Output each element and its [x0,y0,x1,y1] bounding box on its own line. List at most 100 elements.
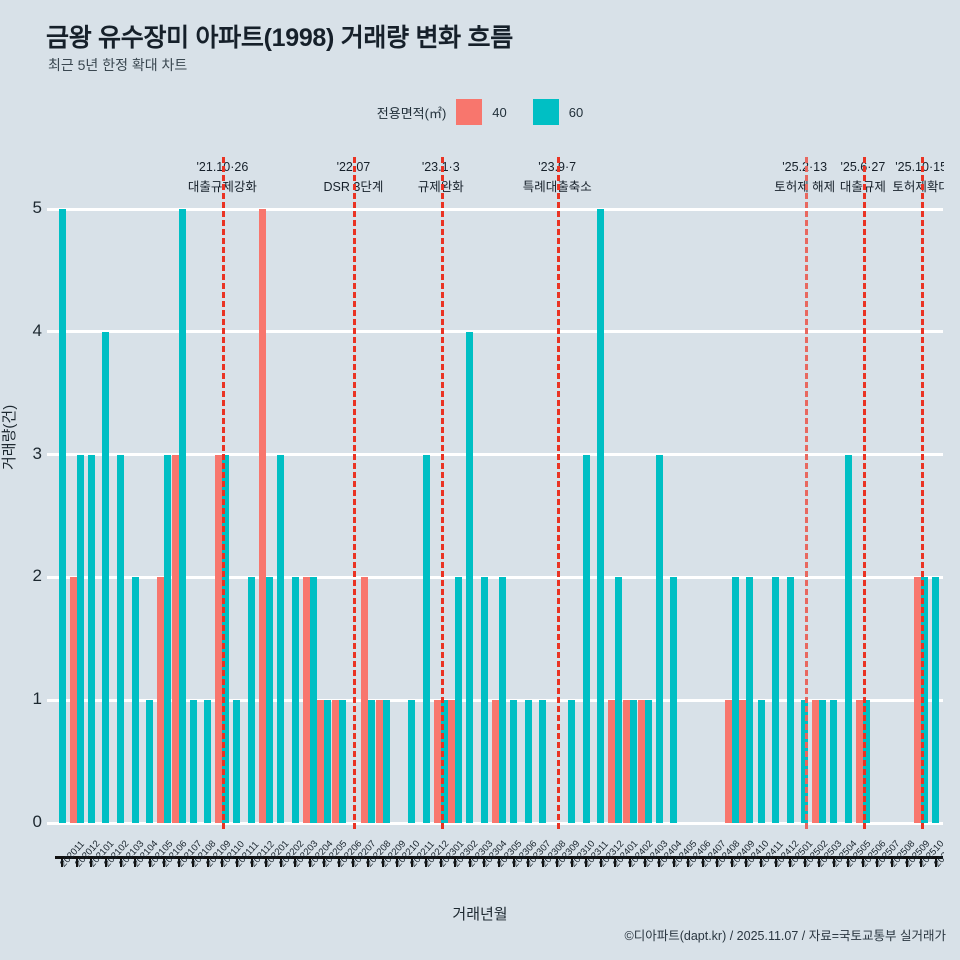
y-tick-mark-5 [47,207,55,211]
bar-202106-60[interactable] [164,454,172,823]
right-edge-mask [944,0,960,960]
bar-202206-60[interactable] [338,700,346,823]
y-tick-label-5: 5 [32,198,42,217]
bar-202307-60[interactable] [524,700,532,823]
bar-202109-60[interactable] [204,700,212,823]
gridline-y-5 [55,207,943,211]
bar-202205-60[interactable] [324,700,332,823]
event-label-202110: '21.10·26 대출규제강화 [142,157,302,197]
x-tick-mark-202105 [148,856,151,867]
bar-202506-60[interactable] [862,700,870,823]
bar-202011-60[interactable] [58,209,66,823]
x-tick-mark-202312 [599,856,602,867]
bar-202110-60[interactable] [222,454,230,823]
event-date-202207: '22.07 [336,160,371,174]
bar-202505-60[interactable] [844,454,852,823]
bar-202403-40[interactable] [637,700,645,823]
bar-202409-40[interactable] [724,700,732,823]
event-desc-202506: 대출규제 [839,180,886,194]
bar-202511-60[interactable] [932,577,940,823]
bar-202302-60[interactable] [455,577,463,823]
bar-202208-40[interactable] [360,577,368,823]
bar-202107-40[interactable] [171,454,179,823]
event-date-202502: '25.2·13 [782,160,828,174]
bar-202212-60[interactable] [422,454,430,823]
x-tick-mark-202108 [192,856,195,867]
event-date-202510: '25.10·15 [895,160,948,174]
bar-202306-60[interactable] [510,700,518,823]
legend-label-40: 40 [492,104,507,120]
bar-202206-40[interactable] [331,700,339,823]
bar-202301-60[interactable] [440,700,448,823]
gridline-y-0 [55,821,943,825]
bar-202103-60[interactable] [117,454,124,823]
x-tick-mark-202406 [687,856,690,867]
bar-202204-60[interactable] [309,577,317,823]
bar-202401-60[interactable] [615,577,623,823]
bar-202102-60[interactable] [102,331,110,823]
bar-202506-40[interactable] [855,700,863,823]
x-tick-mark-202506 [861,856,864,867]
bar-202410-40[interactable] [739,700,747,823]
bar-202304-60[interactable] [480,577,488,823]
bar-202305-60[interactable] [499,577,506,823]
bar-202108-60[interactable] [189,700,197,823]
bar-202411-60[interactable] [757,700,765,823]
bar-202203-60[interactable] [291,577,299,823]
bar-202401-40[interactable] [608,700,616,823]
bar-202110-40[interactable] [215,454,223,823]
bar-202412-60[interactable] [772,577,780,823]
bar-202312-60[interactable] [597,209,605,823]
bar-202310-60[interactable] [568,700,576,823]
bar-202311-60[interactable] [582,454,590,823]
bar-202201-60[interactable] [266,577,274,823]
bar-202305-40[interactable] [492,700,499,823]
event-line-202510 [921,157,925,829]
bar-202012-60[interactable] [76,454,84,823]
bar-202105-60[interactable] [146,700,154,823]
y-tick-mark-1 [47,698,55,702]
bar-202201-40[interactable] [259,209,267,823]
bar-202404-60[interactable] [655,454,663,823]
bar-202101-60[interactable] [87,454,95,823]
bar-202112-60[interactable] [248,577,256,823]
x-tick-mark-202507 [876,856,879,867]
bar-202012-40[interactable] [69,577,77,823]
bar-202204-40[interactable] [302,577,310,823]
bar-202308-60[interactable] [539,700,547,823]
bar-202405-60[interactable] [670,577,678,823]
event-date-202110: '21.10·26 [196,160,249,174]
footer-credit: ©디아파트(dapt.kr) / 2025.11.07 / 자료=국토교통부 실… [624,929,947,943]
bar-202503-40[interactable] [812,700,820,823]
bar-202111-60[interactable] [233,700,241,823]
bar-202202-60[interactable] [277,454,285,823]
bar-202209-60[interactable] [382,700,390,823]
bar-202501-60[interactable] [786,577,794,823]
bar-202402-60[interactable] [630,700,638,823]
event-label-202502: '25.2·13 토허제 해제 [725,157,885,197]
bar-202303-60[interactable] [466,331,474,823]
bar-202410-60[interactable] [746,577,754,823]
bar-202302-40[interactable] [448,700,456,823]
bar-202208-60[interactable] [367,700,375,823]
bar-202504-60[interactable] [830,700,838,823]
bar-202211-60[interactable] [408,700,416,823]
x-tick-mark-202104 [134,856,137,867]
bar-202510-60[interactable] [921,577,929,823]
y-tick-mark-2 [47,575,55,579]
bar-202409-60[interactable] [731,577,739,823]
y-tick-mark-4 [47,330,55,334]
bar-202106-40[interactable] [157,577,165,823]
legend-item-40: 40 [456,99,532,125]
x-tick-mark-202203 [294,856,297,867]
y-axis-title: 거래량(건) [1,404,18,470]
bar-202209-40[interactable] [375,700,383,823]
bar-202503-60[interactable] [819,700,827,823]
bar-202403-60[interactable] [644,700,652,823]
bar-202205-40[interactable] [317,700,325,823]
bar-202402-40[interactable] [623,700,631,823]
bar-202510-40[interactable] [914,577,922,823]
bar-202301-40[interactable] [433,700,441,823]
bar-202107-60[interactable] [178,209,186,823]
bar-202104-60[interactable] [131,577,139,823]
